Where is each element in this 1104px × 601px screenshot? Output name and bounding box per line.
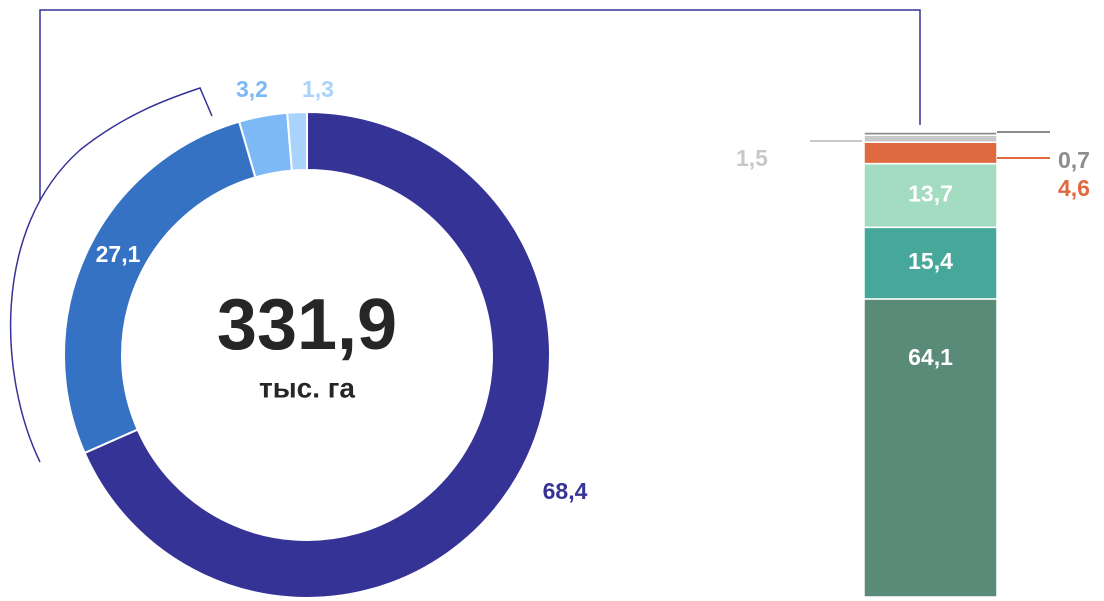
bar-segment [863, 298, 998, 598]
donut-segment [83, 110, 551, 599]
data-label: 68,4 [543, 478, 588, 504]
donut-segment [286, 110, 308, 172]
bar-segment [863, 226, 998, 300]
data-label: 1,5 [736, 145, 768, 171]
bar-segment [863, 141, 998, 165]
bracket [9, 87, 213, 463]
data-label: 4,6 [1058, 175, 1090, 201]
center-unit: тыс. га [259, 372, 355, 403]
data-label: 13,7 [908, 181, 953, 207]
center-value: 331,9 [217, 285, 397, 365]
data-label: 0,7 [1058, 147, 1090, 173]
bar-segment [863, 131, 998, 137]
data-label: 15,4 [908, 248, 953, 274]
connector [39, 9, 921, 200]
data-label: 27,1 [96, 241, 141, 267]
data-label: 1,3 [302, 76, 334, 102]
data-label: 3,2 [236, 76, 268, 102]
bar-segment [863, 162, 998, 229]
bar-segment [863, 134, 998, 143]
data-label: 64,1 [908, 344, 953, 370]
